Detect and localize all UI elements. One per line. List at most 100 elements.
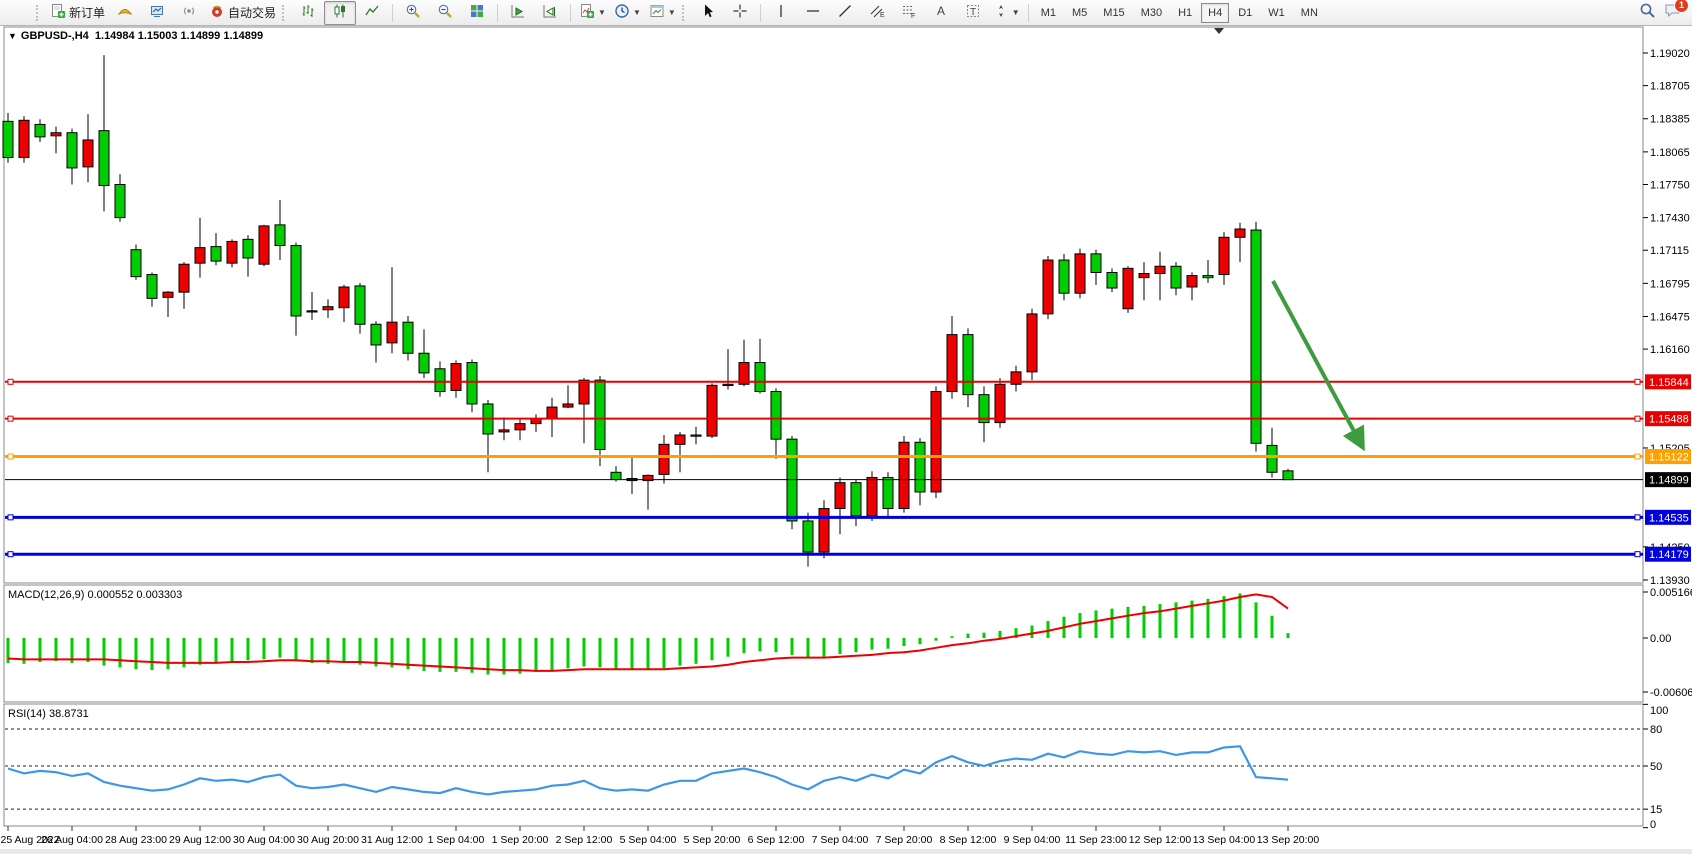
line-handle[interactable] [7,453,14,460]
candle [978,394,990,424]
date-label: 2 Sep 12:00 [556,834,613,846]
fibonacci-button[interactable]: F [893,1,925,25]
line-handle[interactable] [7,378,14,385]
horizontal-line-button[interactable] [797,1,829,25]
metaeditor-button[interactable] [109,1,141,25]
macd-bar [806,638,810,658]
zoom-in-button[interactable] [397,1,429,25]
crosshair-button[interactable] [724,1,756,25]
timeframe-button-m1[interactable]: M1 [1040,6,1056,19]
candle [898,441,910,510]
macd-bar [1174,602,1178,638]
candle [930,391,942,493]
candle [450,363,462,392]
line-handle[interactable] [7,514,14,521]
charts-window-button[interactable] [141,1,173,25]
signals-button[interactable] [173,1,205,25]
tile-windows-button[interactable] [461,1,493,25]
line-handle[interactable] [1634,551,1641,558]
macd-bar [998,630,1002,638]
line-handle[interactable] [1634,453,1641,460]
timeframe-button-d1[interactable]: D1 [1238,6,1253,19]
clock-icon [614,3,630,22]
text-label-button[interactable]: T [957,1,989,25]
search-icon[interactable] [1639,2,1656,24]
chart-shift-button[interactable] [534,1,566,25]
toolbar-grip[interactable] [36,4,42,21]
line-handle[interactable] [1634,514,1641,521]
macd-bar [742,638,746,654]
chart-candles-button[interactable] [324,0,357,25]
candle [114,183,126,219]
indicators-button[interactable]: ▼ [575,1,610,25]
macd-bar [726,638,730,657]
macd-bar [374,638,378,667]
auto-scroll-button[interactable] [502,1,534,25]
rsi-line [7,745,1289,796]
vertical-line-button[interactable] [765,1,797,25]
date-label: 5 Sep 04:00 [620,834,677,846]
candle [306,310,318,313]
line-handle[interactable] [1634,378,1641,385]
arrows-objects-button[interactable]: ▼ [989,1,1024,25]
price-label-box [1645,472,1691,488]
toolbar-grip[interactable] [282,4,288,21]
macd-bar [774,638,778,653]
price-label-box [1645,449,1691,465]
price-label-text: 1.15122 [1649,452,1689,464]
cursor-button[interactable] [692,1,724,25]
candle [1282,470,1294,481]
macd-bar [1078,613,1082,638]
metaeditor-hat-icon [117,3,133,22]
timeframe-button-m5[interactable]: M5 [1072,6,1088,19]
timeframe-button-h4[interactable]: H4 [1201,2,1230,23]
periods-button[interactable]: ▼ [610,1,645,25]
timeframe-button-w1[interactable]: W1 [1268,6,1285,19]
chart-line-button[interactable] [356,1,388,25]
line-handle[interactable] [1634,415,1641,422]
chart-canvas[interactable]: 1.19020 1.18705 1.18385 1.18065 1.17750 1.174… [0,26,1692,854]
timeframe-button-mn[interactable]: MN [1300,6,1318,19]
candle [658,443,670,475]
line-handle[interactable] [7,415,14,422]
macd-bar [1014,628,1018,638]
chart-shift-marker[interactable] [1214,28,1224,34]
date-label: 1 Sep 20:00 [492,834,549,846]
one-click-trading-arrow-icon[interactable]: ▼ [8,31,17,41]
line-handle[interactable] [7,551,14,558]
timeframe-button-h1[interactable]: H1 [1178,6,1193,19]
chart-svg[interactable]: 1.19020 1.18705 1.18385 1.18065 1.17750 1.174… [0,26,1692,849]
new-order-button[interactable]: 新订单 [46,1,109,25]
text-button[interactable]: A [925,1,957,25]
timeframe-button-m30[interactable]: M30 [1140,6,1163,19]
price-label-box [1645,374,1691,390]
zoom-out-button[interactable] [429,1,461,25]
macd-bar [230,638,234,662]
hlines-layer: 1.15844 1.15488 1.15122 1.14899 1.14535 1.141… [5,374,1691,562]
macd-bar [342,638,346,663]
arrow-annotation[interactable] [1271,280,1365,452]
chart-title-quotes: 1.14984 1.15003 1.14899 1.14899 [94,30,264,42]
candle [130,249,142,278]
macd-bar [630,638,634,671]
chat-button[interactable]: 1 [1664,0,1689,24]
macd-bar [134,638,138,670]
candle [322,306,334,311]
candle [722,383,734,386]
macd-bar [1238,593,1242,638]
candle [914,441,926,493]
candle [146,274,158,299]
timeframe-button-m15[interactable]: M15 [1103,6,1125,19]
trendline-button[interactable] [829,1,861,25]
chart-bars-button[interactable] [292,1,324,25]
candle [1234,228,1246,238]
toolbar-right-group: 1 [1639,0,1692,24]
chart-window[interactable]: ▼ GBPUSD-,H4 1.14984 1.15003 1.14899 1.14… [0,26,1692,849]
autotrade-button[interactable]: 自动交易 [205,1,280,25]
macd-bar [166,638,170,670]
candle [1218,236,1230,276]
equidistant-channel-button[interactable]: E [861,1,893,25]
toolbar-grip[interactable] [681,4,688,21]
templates-button[interactable]: ▼ [645,1,680,25]
